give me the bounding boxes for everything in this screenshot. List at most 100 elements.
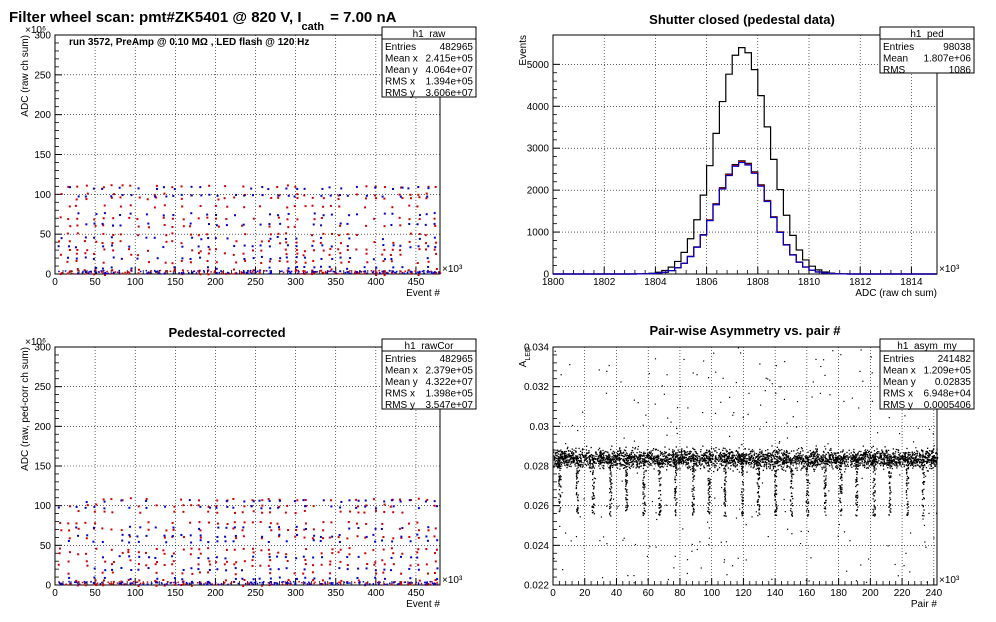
data-point: [599, 454, 602, 457]
data-point: [408, 218, 411, 221]
data-point: [844, 458, 847, 460]
data-point: [357, 579, 360, 582]
data-point: [752, 458, 754, 460]
data-point: [816, 459, 818, 462]
data-point: [770, 461, 772, 463]
data-point: [75, 257, 78, 260]
data-point: [712, 454, 714, 456]
data-point: [874, 453, 877, 455]
data-point: [860, 458, 862, 461]
data-point: [76, 224, 79, 227]
data-point: [101, 581, 103, 584]
data-point: [643, 454, 645, 456]
data-point: [417, 273, 420, 276]
data-point: [609, 456, 611, 458]
data-point: [276, 185, 279, 188]
data-point: [709, 457, 711, 459]
data-point: [927, 470, 929, 472]
data-point: [365, 272, 368, 275]
data-point: [724, 465, 727, 467]
data-point: [646, 449, 649, 451]
data-point: [144, 551, 147, 554]
data-point: [834, 462, 837, 464]
data-point: [773, 455, 775, 458]
data-point: [277, 232, 280, 235]
data-point: [818, 463, 820, 466]
data-point: [230, 272, 233, 275]
data-point: [385, 271, 387, 274]
data-point: [699, 463, 701, 466]
data-point: [162, 214, 165, 217]
data-point: [796, 449, 798, 451]
data-point: [181, 581, 184, 583]
data-point: [206, 213, 209, 216]
data-point: [190, 567, 193, 570]
data-point: [910, 460, 913, 462]
data-point: [732, 470, 734, 472]
data-point: [631, 461, 633, 463]
data-point: [155, 584, 158, 587]
data-point: [891, 467, 894, 470]
data-point: [602, 458, 605, 461]
data-point: [562, 457, 564, 460]
data-point: [330, 505, 333, 508]
data-point: [611, 452, 613, 454]
data-point: [890, 461, 893, 463]
stats-row-label: Mean x: [385, 54, 418, 65]
data-point: [864, 453, 866, 455]
data-point: [162, 549, 165, 552]
data-point: [917, 460, 919, 462]
data-point: [426, 498, 429, 501]
data-point: [776, 460, 779, 462]
data-point: [75, 522, 78, 525]
data-point: [811, 460, 813, 463]
data-point: [707, 455, 709, 457]
data-point: [164, 505, 167, 508]
data-point: [638, 466, 640, 469]
data-point: [904, 457, 906, 459]
data-point: [93, 576, 96, 579]
data-point: [825, 458, 828, 460]
data-point: [758, 459, 761, 461]
data-point: [788, 458, 790, 461]
data-point: [58, 582, 61, 584]
data-point: [102, 232, 105, 235]
data-point: [912, 462, 914, 464]
data-point: [783, 452, 785, 454]
data-point: [561, 452, 564, 454]
data-point: [128, 245, 131, 248]
data-point: [811, 453, 813, 455]
data-point: [390, 569, 393, 572]
data-point: [930, 467, 933, 470]
data-point: [926, 470, 928, 472]
data-point: [95, 240, 98, 243]
data-point: [865, 462, 868, 464]
data-point: [809, 456, 811, 458]
data-point: [850, 455, 852, 457]
data-point: [639, 465, 641, 468]
data-point: [320, 194, 323, 197]
data-point: [857, 452, 859, 455]
data-point: [311, 234, 314, 237]
data-point: [216, 535, 219, 538]
x-tick-label: 40: [611, 588, 623, 599]
data-point: [652, 448, 655, 450]
data-point: [858, 464, 860, 467]
data-point: [913, 451, 916, 454]
data-point: [707, 462, 709, 464]
data-point: [198, 269, 201, 272]
data-point: [303, 272, 305, 274]
data-point: [436, 567, 439, 570]
data-point: [329, 204, 332, 207]
data-point: [782, 463, 785, 465]
stats-row-label: Mean: [883, 54, 908, 65]
data-point: [563, 455, 566, 458]
data-point: [365, 582, 367, 584]
data-point: [926, 462, 929, 464]
data-point: [666, 457, 669, 459]
data-point: [284, 248, 287, 251]
data-point: [670, 457, 672, 459]
data-point: [731, 458, 733, 460]
data-point: [617, 454, 619, 457]
